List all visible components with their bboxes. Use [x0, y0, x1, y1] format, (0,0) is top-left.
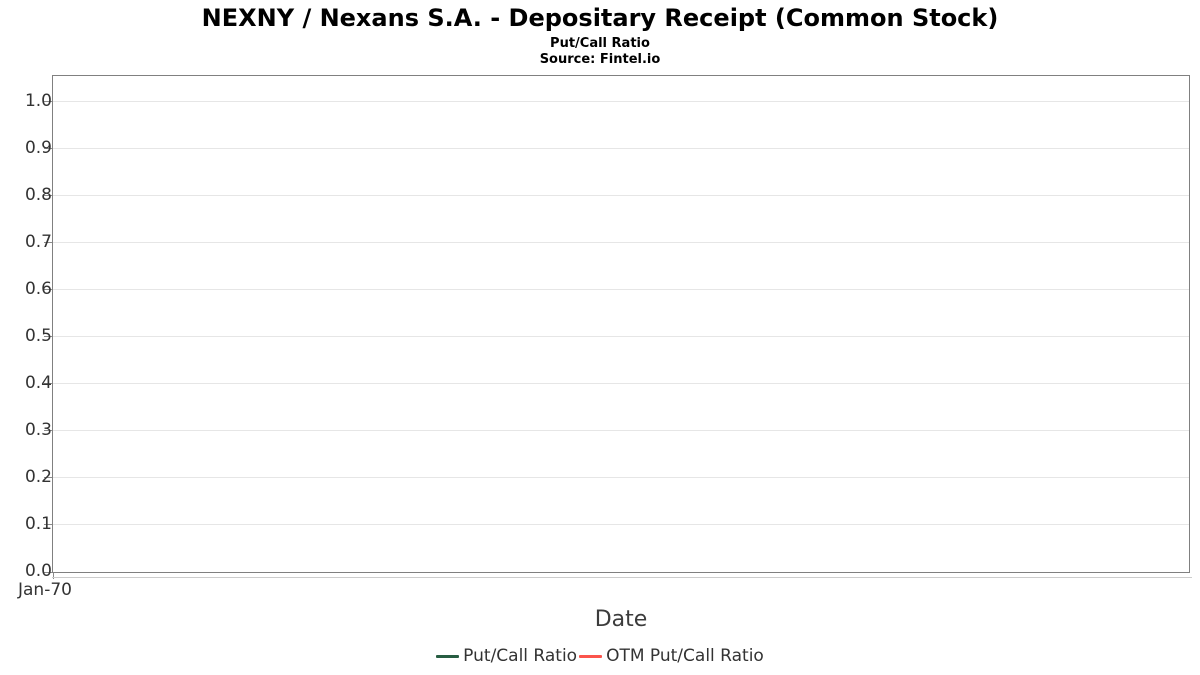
x-axis-title: Date: [594, 607, 648, 632]
chart-source-note: Source: Fintel.io: [539, 52, 661, 67]
y-tick-label: 0.8: [24, 184, 52, 205]
x-tick: [53, 573, 54, 579]
plot-area[interactable]: [44, 75, 1190, 579]
y-tick-label: 0.2: [24, 466, 52, 487]
y-tick-label: 0.4: [24, 372, 52, 393]
chart-title: NEXNY / Nexans S.A. - Depositary Receipt…: [201, 4, 999, 32]
y-tick: [44, 242, 52, 244]
y-gridline: [53, 383, 1189, 385]
y-tick: [44, 289, 52, 291]
y-tick-label: 0.1: [24, 513, 52, 534]
legend-item-put-call-ratio[interactable]: Put/Call Ratio: [436, 646, 577, 666]
y-tick: [44, 336, 52, 338]
legend-line-marker-icon: [579, 654, 603, 658]
y-tick-label: 0.0: [24, 561, 52, 581]
y-tick-label: 0.6: [24, 278, 52, 299]
y-tick-label: 0.5: [24, 325, 52, 346]
x-axis-line: [52, 577, 1192, 578]
y-tick: [44, 524, 52, 526]
y-tick-label: 1.0: [24, 90, 52, 111]
legend-line-marker-icon: [436, 654, 460, 658]
y-gridline: [53, 336, 1189, 338]
legend-label: OTM Put/Call Ratio: [606, 646, 764, 666]
y-tick: [44, 101, 52, 103]
y-tick: [44, 148, 52, 150]
y-gridline: [53, 101, 1189, 103]
y-tick: [44, 477, 52, 479]
y-tick: [44, 195, 52, 197]
y-gridline: [53, 242, 1189, 244]
y-gridline: [53, 430, 1189, 432]
y-tick: [44, 430, 52, 432]
legend-item-otm-put-call-ratio[interactable]: OTM Put/Call Ratio: [579, 646, 764, 666]
y-gridline: [53, 148, 1189, 150]
y-gridline: [53, 524, 1189, 526]
y-gridline: [53, 477, 1189, 479]
y-tick-label: 0.7: [24, 231, 52, 252]
y-gridline: [53, 195, 1189, 197]
x-axis-tick-label: Jan-70: [18, 580, 72, 600]
legend: Put/Call Ratio OTM Put/Call Ratio: [0, 646, 1200, 666]
y-tick-label: 0.9: [24, 137, 52, 158]
legend-label: Put/Call Ratio: [463, 646, 578, 666]
y-tick-label: 0.3: [24, 419, 52, 440]
y-gridline: [53, 289, 1189, 291]
chart-subtitle: Put/Call Ratio: [550, 36, 650, 51]
y-tick: [44, 383, 52, 385]
y-tick: [44, 571, 52, 573]
